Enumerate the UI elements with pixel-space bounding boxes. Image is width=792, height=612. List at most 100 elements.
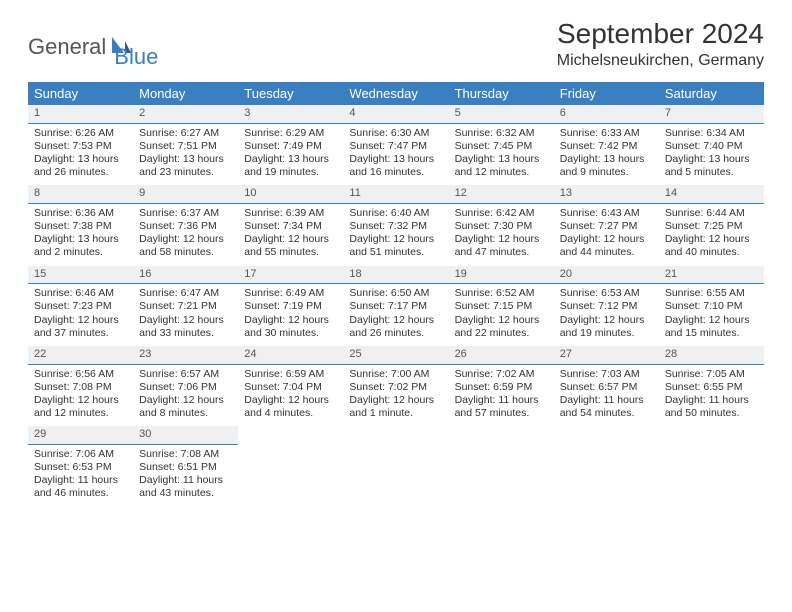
calendar-cell: 24 Sunrise: 6:59 AMSunset: 7:04 PMDayligh…: [238, 346, 343, 426]
daylight-text-1: Daylight: 12 hours: [139, 314, 232, 327]
daylight-text-2: and 12 minutes.: [455, 166, 548, 179]
daylight-text-2: and 2 minutes.: [34, 246, 127, 259]
sunrise-text: Sunrise: 6:50 AM: [349, 287, 442, 300]
daylight-text-2: and 33 minutes.: [139, 327, 232, 340]
sunrise-text: Sunrise: 6:26 AM: [34, 127, 127, 140]
day-body: Sunrise: 6:52 AMSunset: 7:15 PMDaylight:…: [449, 284, 554, 346]
day-number: 9: [133, 185, 238, 204]
daylight-text-2: and 15 minutes.: [665, 327, 758, 340]
day-body: Sunrise: 6:53 AMSunset: 7:12 PMDaylight:…: [554, 284, 659, 346]
day-number: 18: [343, 266, 448, 285]
sunrise-text: Sunrise: 6:57 AM: [139, 368, 232, 381]
daylight-text-1: Daylight: 13 hours: [560, 153, 653, 166]
day-body: Sunrise: 6:44 AMSunset: 7:25 PMDaylight:…: [659, 204, 764, 266]
day-number: 27: [554, 346, 659, 365]
daylight-text-2: and 40 minutes.: [665, 246, 758, 259]
sunset-text: Sunset: 7:12 PM: [560, 300, 653, 313]
daylight-text-1: Daylight: 13 hours: [455, 153, 548, 166]
weekday-header: Monday: [133, 82, 238, 105]
day-number: 7: [659, 105, 764, 124]
sunrise-text: Sunrise: 7:06 AM: [34, 448, 127, 461]
day-number: 15: [28, 266, 133, 285]
logo-text-blue: Blue: [114, 44, 158, 70]
daylight-text-2: and 46 minutes.: [34, 487, 127, 500]
day-number: 2: [133, 105, 238, 124]
daylight-text-2: and 8 minutes.: [139, 407, 232, 420]
sunset-text: Sunset: 7:40 PM: [665, 140, 758, 153]
sunrise-text: Sunrise: 6:59 AM: [244, 368, 337, 381]
daylight-text-2: and 30 minutes.: [244, 327, 337, 340]
weekday-header: Thursday: [449, 82, 554, 105]
sunset-text: Sunset: 7:04 PM: [244, 381, 337, 394]
calendar-cell: 30Sunrise: 7:08 AMSunset: 6:51 PMDayligh…: [133, 426, 238, 506]
calendar-cell: 6Sunrise: 6:33 AMSunset: 7:42 PMDaylight…: [554, 105, 659, 185]
calendar-row: 29Sunrise: 7:06 AMSunset: 6:53 PMDayligh…: [28, 426, 764, 506]
day-body: Sunrise: 6:55 AMSunset: 7:10 PMDaylight:…: [659, 284, 764, 346]
calendar-cell: 1Sunrise: 6:26 AMSunset: 7:53 PMDaylight…: [28, 105, 133, 185]
calendar-cell: 15Sunrise: 6:46 AMSunset: 7:23 PMDayligh…: [28, 266, 133, 346]
logo-text-general: General: [28, 34, 106, 60]
sunset-text: Sunset: 7:15 PM: [455, 300, 548, 313]
calendar-cell: [238, 426, 343, 506]
location-label: Michelsneukirchen, Germany: [557, 52, 764, 70]
daylight-text-2: and 55 minutes.: [244, 246, 337, 259]
sunrise-text: Sunrise: 6:53 AM: [560, 287, 653, 300]
sunset-text: Sunset: 7:47 PM: [349, 140, 442, 153]
day-body: Sunrise: 7:06 AMSunset: 6:53 PMDaylight:…: [28, 445, 133, 507]
sunset-text: Sunset: 7:25 PM: [665, 220, 758, 233]
sunrise-text: Sunrise: 7:08 AM: [139, 448, 232, 461]
weekday-header: Wednesday: [343, 82, 448, 105]
daylight-text-2: and 54 minutes.: [560, 407, 653, 420]
daylight-text-1: Daylight: 12 hours: [244, 394, 337, 407]
daylight-text-2: and 5 minutes.: [665, 166, 758, 179]
calendar-cell: 14Sunrise: 6:44 AMSunset: 7:25 PMDayligh…: [659, 185, 764, 265]
day-number: 3: [238, 105, 343, 124]
daylight-text-1: Daylight: 12 hours: [560, 314, 653, 327]
day-number: 24: [238, 346, 343, 365]
calendar-cell: 22Sunrise: 6:56 AMSunset: 7:08 PMDayligh…: [28, 346, 133, 426]
day-number: 25: [343, 346, 448, 365]
daylight-text-1: Daylight: 11 hours: [34, 474, 127, 487]
sunrise-text: Sunrise: 7:05 AM: [665, 368, 758, 381]
calendar-cell: [343, 426, 448, 506]
calendar-cell: [449, 426, 554, 506]
sunset-text: Sunset: 6:53 PM: [34, 461, 127, 474]
sunrise-text: Sunrise: 6:46 AM: [34, 287, 127, 300]
sunrise-text: Sunrise: 6:34 AM: [665, 127, 758, 140]
weekday-header: Saturday: [659, 82, 764, 105]
daylight-text-1: Daylight: 13 hours: [665, 153, 758, 166]
day-number: 5: [449, 105, 554, 124]
day-body: Sunrise: 6:43 AMSunset: 7:27 PMDaylight:…: [554, 204, 659, 266]
day-body: Sunrise: 6:49 AMSunset: 7:19 PMDaylight:…: [238, 284, 343, 346]
calendar-row: 8Sunrise: 6:36 AMSunset: 7:38 PMDaylight…: [28, 185, 764, 265]
sunset-text: Sunset: 7:21 PM: [139, 300, 232, 313]
sunset-text: Sunset: 7:34 PM: [244, 220, 337, 233]
day-number: 19: [449, 266, 554, 285]
sunrise-text: Sunrise: 6:42 AM: [455, 207, 548, 220]
day-number: 10: [238, 185, 343, 204]
calendar-cell: 28Sunrise: 7:05 AMSunset: 6:55 PMDayligh…: [659, 346, 764, 426]
day-body: Sunrise: 6:26 AMSunset: 7:53 PMDaylight:…: [28, 124, 133, 186]
weekday-header: Sunday: [28, 82, 133, 105]
calendar-row: 1Sunrise: 6:26 AMSunset: 7:53 PMDaylight…: [28, 105, 764, 185]
daylight-text-1: Daylight: 12 hours: [139, 233, 232, 246]
sunrise-text: Sunrise: 6:47 AM: [139, 287, 232, 300]
day-body: Sunrise: 6:36 AMSunset: 7:38 PMDaylight:…: [28, 204, 133, 266]
day-body: Sunrise: 6:32 AMSunset: 7:45 PMDaylight:…: [449, 124, 554, 186]
daylight-text-1: Daylight: 11 hours: [665, 394, 758, 407]
daylight-text-1: Daylight: 12 hours: [349, 314, 442, 327]
day-number: 20: [554, 266, 659, 285]
sunrise-text: Sunrise: 6:55 AM: [665, 287, 758, 300]
daylight-text-2: and 19 minutes.: [244, 166, 337, 179]
sunrise-text: Sunrise: 6:29 AM: [244, 127, 337, 140]
sunset-text: Sunset: 7:17 PM: [349, 300, 442, 313]
daylight-text-2: and 43 minutes.: [139, 487, 232, 500]
daylight-text-1: Daylight: 12 hours: [560, 233, 653, 246]
sunrise-text: Sunrise: 7:02 AM: [455, 368, 548, 381]
day-number: 14: [659, 185, 764, 204]
day-number: 29: [28, 426, 133, 445]
weekday-header-row: Sunday Monday Tuesday Wednesday Thursday…: [28, 82, 764, 105]
day-number: 6: [554, 105, 659, 124]
daylight-text-2: and 58 minutes.: [139, 246, 232, 259]
daylight-text-2: and 26 minutes.: [349, 327, 442, 340]
